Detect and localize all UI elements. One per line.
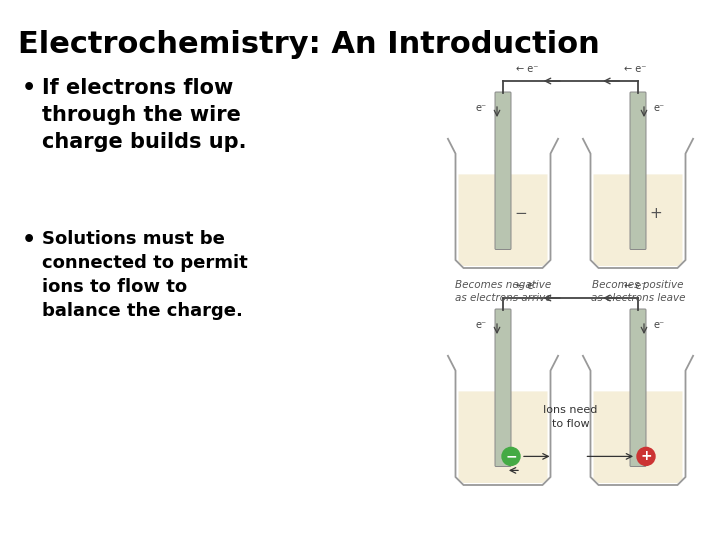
Polygon shape: [593, 392, 683, 483]
Text: ← e⁻: ← e⁻: [516, 64, 539, 74]
Text: +: +: [640, 449, 652, 463]
Circle shape: [637, 448, 655, 465]
Polygon shape: [459, 174, 547, 266]
Text: ions to flow to: ions to flow to: [42, 278, 187, 296]
Text: Becomes negative: Becomes negative: [455, 280, 551, 290]
Text: If electrons flow: If electrons flow: [42, 78, 233, 98]
Text: ← e⁻: ← e⁻: [624, 64, 647, 74]
Text: Solutions must be: Solutions must be: [42, 230, 225, 248]
Text: balance the charge.: balance the charge.: [42, 302, 243, 320]
FancyBboxPatch shape: [630, 92, 646, 249]
Text: +: +: [649, 206, 662, 221]
Text: ← e⁻: ← e⁻: [624, 281, 647, 291]
Text: through the wire: through the wire: [42, 105, 241, 125]
Text: ← e⁻: ← e⁻: [516, 281, 539, 291]
FancyBboxPatch shape: [495, 92, 511, 249]
Text: to flow: to flow: [552, 418, 589, 429]
Text: −: −: [505, 449, 517, 463]
Text: •: •: [22, 78, 36, 98]
Circle shape: [502, 448, 520, 465]
Text: Ions need: Ions need: [544, 404, 598, 415]
Text: as electrons leave: as electrons leave: [590, 293, 685, 303]
Text: e⁻: e⁻: [476, 320, 487, 330]
Text: e⁻: e⁻: [476, 103, 487, 113]
Text: charge builds up.: charge builds up.: [42, 132, 246, 152]
Text: e⁻: e⁻: [654, 103, 665, 113]
FancyBboxPatch shape: [630, 309, 646, 467]
Text: connected to permit: connected to permit: [42, 254, 248, 272]
Polygon shape: [459, 392, 547, 483]
Text: −: −: [515, 206, 527, 221]
Text: e⁻: e⁻: [654, 320, 665, 330]
Text: Becomes positive: Becomes positive: [593, 280, 684, 290]
Text: Electrochemistry: An Introduction: Electrochemistry: An Introduction: [18, 30, 600, 59]
Text: as electrons arrive: as electrons arrive: [455, 293, 552, 303]
FancyBboxPatch shape: [495, 309, 511, 467]
Text: •: •: [22, 230, 36, 250]
Polygon shape: [593, 174, 683, 266]
